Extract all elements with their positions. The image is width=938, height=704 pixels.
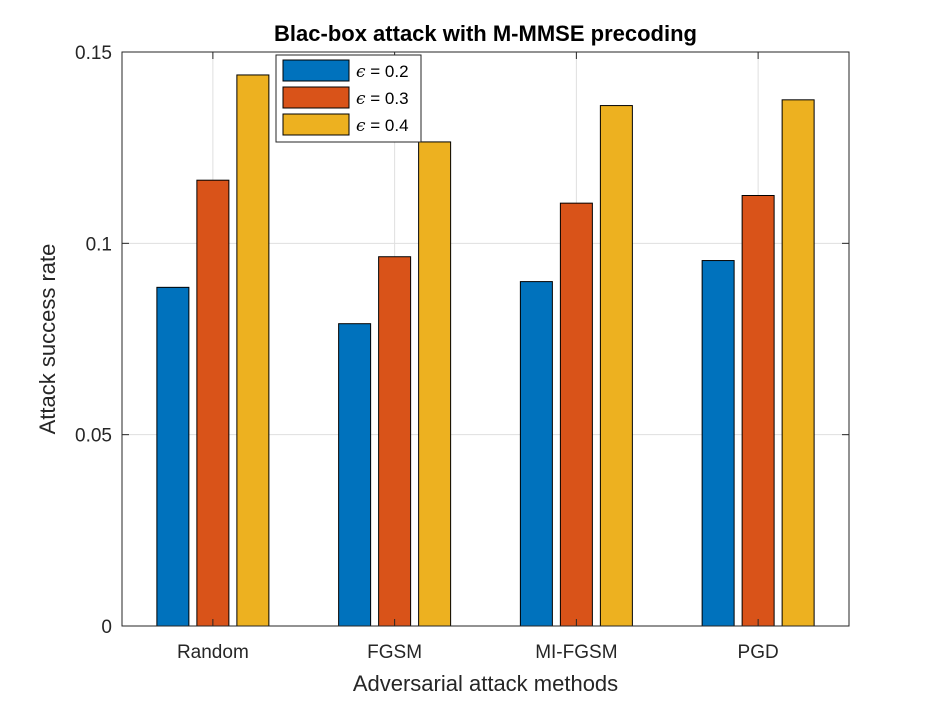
legend-label: ϵ = 0.2 [356, 62, 409, 82]
bar: FGSM, ϵ = 0.2: 0.079 [338, 323, 372, 627]
x-tick-label: MI-FGSM [535, 642, 617, 663]
ticks: 0 0.05 0.1 0.15 Random FGSM MI-FGSM PGD [75, 43, 849, 663]
y-tick-label: 0 [101, 617, 112, 638]
bar: FGSM, ϵ = 0.4: 0.1265 [418, 141, 452, 627]
bars: Random, ϵ = 0.2: 0.0885 FGSM, ϵ = 0.2: 0.… [156, 74, 815, 627]
x-axis-label: Adversarial attack methods [353, 671, 618, 696]
y-axis-label: Attack success rate [35, 244, 60, 435]
bar: MI-FGSM, ϵ = 0.4: 0.136 [599, 105, 633, 627]
axes [121, 51, 850, 627]
bar: PGD, ϵ = 0.3: 0.1125 [741, 195, 775, 627]
x-tick-label: FGSM [367, 642, 422, 663]
x-tick-label: PGD [738, 642, 779, 663]
legend-swatch [282, 86, 350, 109]
bar: Random, ϵ = 0.2: 0.0885 [156, 286, 190, 627]
bar: Random, ϵ = 0.4: 0.144 [236, 74, 270, 627]
y-tick-label: 0.1 [86, 234, 112, 255]
bar: MI-FGSM, ϵ = 0.2: 0.09 [519, 281, 553, 627]
legend-swatch [282, 113, 350, 136]
legend-label: ϵ = 0.4 [356, 116, 409, 136]
bar: Random, ϵ = 0.3: 0.1165 [196, 179, 230, 627]
y-tick-label: 0.05 [75, 426, 112, 447]
y-tick-label: 0.15 [75, 43, 112, 64]
bar: PGD, ϵ = 0.4: 0.1375 [781, 99, 815, 627]
plot-area [122, 52, 849, 626]
x-tick-label: Random [177, 642, 249, 663]
legend-label: ϵ = 0.3 [356, 89, 409, 109]
axes-box [121, 51, 850, 627]
legend: ϵ = 0.2 ϵ = 0.3 ϵ = 0.4 [275, 54, 422, 143]
legend-swatch [282, 59, 350, 82]
bar: MI-FGSM, ϵ = 0.3: 0.1105 [559, 202, 593, 627]
bar: FGSM, ϵ = 0.3: 0.0965 [378, 256, 412, 627]
bar: PGD, ϵ = 0.2: 0.0955 [701, 260, 735, 627]
chart-title: Blac-box attack with M-MMSE precoding [274, 21, 697, 46]
